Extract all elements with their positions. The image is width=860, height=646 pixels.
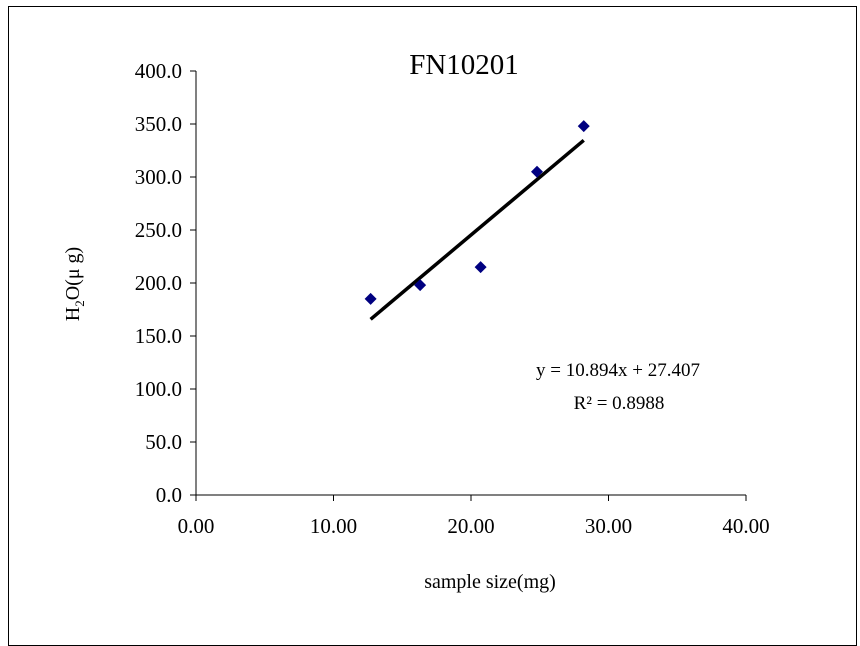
y-axis-title-rest: O(μ g) bbox=[62, 247, 84, 301]
y-axis-title-subscript: 2 bbox=[72, 300, 87, 307]
y-tick-label: 100.0 bbox=[135, 377, 182, 401]
y-tick-label: 200.0 bbox=[135, 271, 182, 295]
plot-area: 0.0 50.0 100.0 150.0 200.0 250.0 300.0 350.0 400… bbox=[135, 59, 770, 538]
data-points bbox=[364, 120, 590, 305]
y-tick-label: 50.0 bbox=[145, 430, 182, 454]
x-axis-ticks: 0.00 10.00 20.00 30.00 40.00 bbox=[178, 495, 770, 538]
chart-area bbox=[8, 6, 857, 646]
scatter-chart: FN10201 0.0 50.0 100.0 150.0 200.0 250.0 300.0… bbox=[62, 49, 770, 593]
trendline bbox=[369, 138, 585, 321]
x-tick-label: 0.00 bbox=[178, 514, 215, 538]
y-tick-label: 0.0 bbox=[156, 483, 182, 507]
chart-title: FN10201 bbox=[409, 49, 519, 81]
y-tick-label: 250.0 bbox=[135, 218, 182, 242]
y-tick-label: 400.0 bbox=[135, 59, 182, 83]
y-axis-ticks: 0.0 50.0 100.0 150.0 200.0 250.0 300.0 350.0 400… bbox=[135, 59, 196, 507]
data-point-marker bbox=[577, 120, 590, 133]
x-tick-label: 40.00 bbox=[722, 514, 769, 538]
data-point-marker bbox=[414, 279, 427, 292]
y-axis-title-h: H bbox=[62, 307, 84, 321]
data-point-marker bbox=[364, 292, 377, 305]
x-axis-title: sample size(mg) bbox=[424, 571, 556, 593]
y-tick-label: 300.0 bbox=[135, 165, 182, 189]
x-tick-label: 20.00 bbox=[447, 514, 494, 538]
data-point-marker bbox=[531, 165, 543, 178]
y-tick-label: 350.0 bbox=[135, 112, 182, 136]
y-axis-title: H2O(μ g) bbox=[62, 247, 87, 321]
x-tick-label: 30.00 bbox=[585, 514, 632, 538]
x-tick-label: 10.00 bbox=[310, 514, 357, 538]
trendline-equation: y = 10.894x + 27.407 bbox=[536, 360, 700, 381]
r-squared-label: R² = 0.8988 bbox=[574, 393, 665, 414]
data-point-marker bbox=[474, 261, 487, 274]
y-tick-label: 150.0 bbox=[135, 324, 182, 348]
